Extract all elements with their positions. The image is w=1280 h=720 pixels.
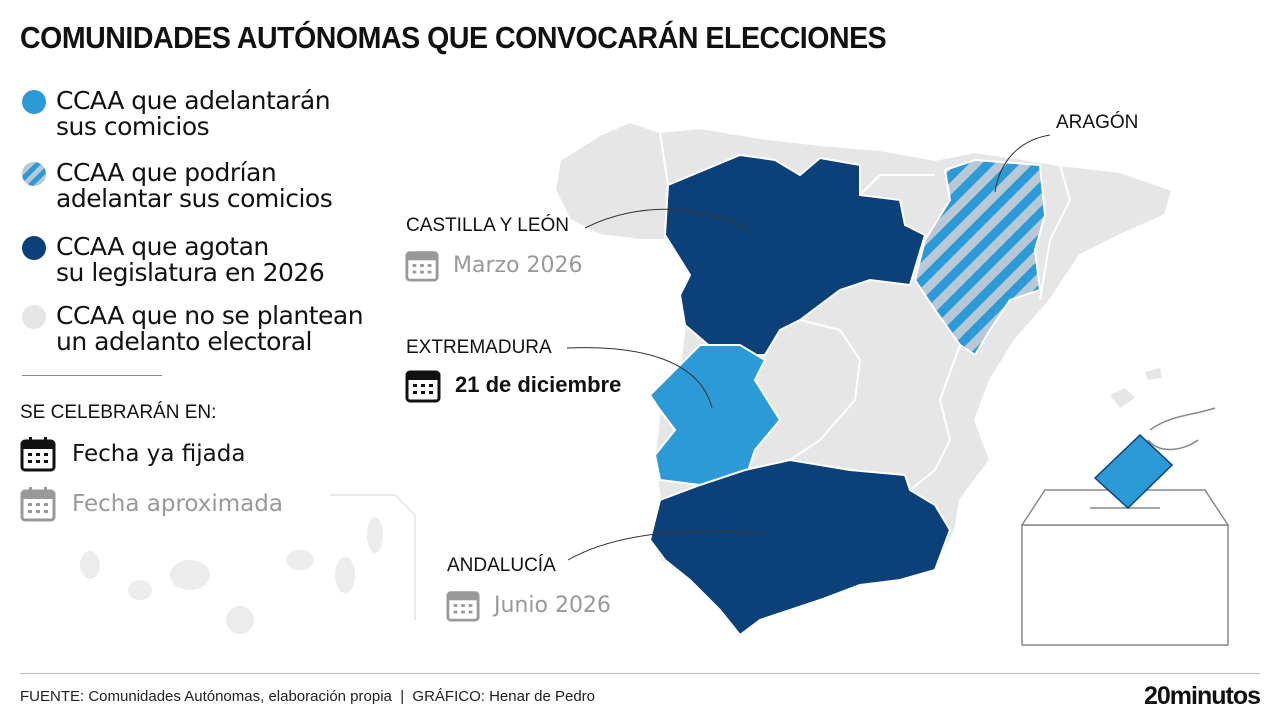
- legend-fixed-date: Fecha ya fijada: [20, 436, 245, 472]
- canarias-frame: [330, 494, 416, 620]
- legend-swatch-light-blue: [22, 90, 46, 114]
- leader-line-aragon: [994, 134, 1051, 193]
- region-baleares-menorca: [1145, 368, 1162, 380]
- region-canarias: [80, 517, 383, 634]
- footer-divider: [20, 673, 1260, 674]
- legend-label: CCAA que no se plantean: [56, 301, 364, 330]
- label-aragon: ARAGÓN: [1056, 112, 1139, 133]
- leader-line-castilla-leon: [584, 208, 753, 233]
- date-text: 21 de diciembre: [455, 372, 622, 397]
- ballot-box-illustration: [1020, 407, 1230, 646]
- date-text: Marzo 2026: [453, 252, 583, 278]
- region-andalucia[interactable]: [648, 458, 952, 637]
- legend-label: CCAA que podrían: [56, 158, 277, 187]
- footer-source: FUENTE: Comunidades Autónomas, elaboraci…: [20, 688, 596, 705]
- region-castilla-leon[interactable]: [663, 153, 927, 356]
- legend-swatch-dark-blue: [22, 236, 46, 260]
- region-baleares: [1110, 388, 1135, 408]
- legend-label: sus comicios: [56, 112, 210, 141]
- legend-item-agotan: CCAA que agotan su legislatura en 2026: [22, 232, 325, 287]
- label-extremadura: EXTREMADURA: [406, 337, 552, 358]
- legend-label: un adelanto electoral: [56, 327, 312, 356]
- date-castilla-leon: Marzo 2026: [405, 248, 583, 282]
- legend-approx-date: Fecha aproximada: [20, 486, 283, 522]
- calendar-icon: [446, 591, 480, 622]
- region-aragon[interactable]: [913, 158, 1047, 357]
- legend-item-podrian: CCAA que podrían adelantar sus comicios: [22, 158, 333, 213]
- legend-approx-label: Fecha aproximada: [72, 491, 283, 517]
- calendar-icon: [405, 370, 441, 403]
- date-text: Junio 2026: [494, 592, 611, 618]
- legend-divider: [22, 375, 162, 376]
- date-extremadura: 21 de diciembre: [405, 367, 621, 403]
- legend-fixed-label: Fecha ya fijada: [72, 441, 246, 467]
- leader-line-extremadura: [566, 347, 713, 409]
- calendar-icon: [20, 437, 56, 472]
- region-extremadura[interactable]: [648, 344, 782, 502]
- legend-swatch-hatched: [22, 162, 46, 186]
- calendar-icon: [405, 251, 439, 282]
- brand-logo: 20minutos: [1143, 682, 1261, 710]
- leader-line-andalucia: [567, 530, 766, 561]
- legend-label: adelantar sus comicios: [56, 184, 333, 213]
- legend-item-adelantaran: CCAA que adelantarán sus comicios: [22, 86, 331, 141]
- label-andalucia: ANDALUCÍA: [447, 555, 556, 576]
- legend-label: su legislatura en 2026: [56, 258, 325, 287]
- legend-label: CCAA que agotan: [56, 232, 269, 261]
- legend-label: CCAA que adelantarán: [56, 86, 331, 115]
- legend-swatch-grey: [22, 305, 46, 329]
- page-title: COMUNIDADES AUTÓNOMAS QUE CONVOCARÁN ELE…: [20, 20, 887, 55]
- legend-item-no-adelanto: CCAA que no se plantean un adelanto elect…: [22, 301, 364, 356]
- date-andalucia: Junio 2026: [446, 588, 611, 622]
- dates-heading: SE CELEBRARÁN EN:: [20, 402, 217, 423]
- calendar-icon: [20, 487, 56, 522]
- label-castilla-leon: CASTILLA Y LEÓN: [406, 215, 569, 236]
